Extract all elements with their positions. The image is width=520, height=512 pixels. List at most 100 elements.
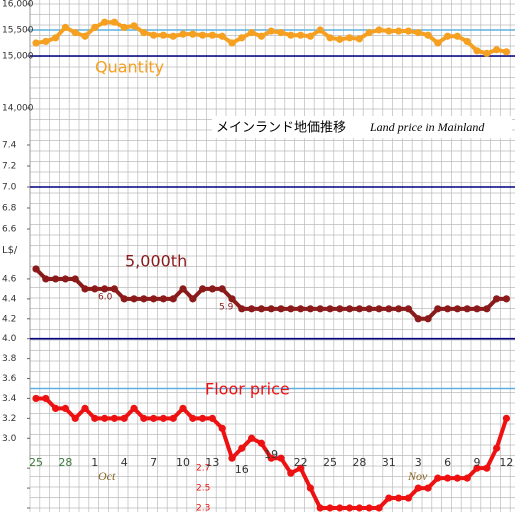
point <box>42 394 50 403</box>
point <box>150 295 158 303</box>
x-tick-label: 1 <box>91 456 98 469</box>
point <box>375 305 383 313</box>
x-tick-label: 7 <box>150 456 157 469</box>
point <box>414 315 422 323</box>
point <box>395 305 403 313</box>
point <box>238 305 246 313</box>
x-tick-label: 3 <box>415 456 422 469</box>
point <box>502 48 510 56</box>
point <box>199 285 207 293</box>
point <box>453 32 461 40</box>
point <box>502 295 510 303</box>
point <box>61 404 69 413</box>
point <box>140 295 148 303</box>
x-tick-label: 22 <box>294 456 308 469</box>
point <box>91 23 99 31</box>
point <box>375 504 383 512</box>
point <box>346 504 354 512</box>
point <box>101 18 109 26</box>
point <box>169 32 177 40</box>
point <box>130 404 138 413</box>
point <box>150 31 158 39</box>
y-tick-label: 2.5 <box>196 484 210 494</box>
point <box>277 28 285 37</box>
point <box>61 23 69 31</box>
point <box>316 26 324 34</box>
x-tick-label: 28 <box>352 456 366 469</box>
y-tick-label: 4.2 <box>2 314 16 324</box>
x-tick-label: 16 <box>235 463 249 476</box>
point <box>336 35 344 43</box>
month-label: Nov <box>407 469 428 483</box>
point <box>199 31 207 39</box>
point <box>110 18 118 26</box>
point <box>277 454 285 462</box>
point <box>248 305 256 313</box>
point <box>179 30 187 38</box>
point <box>110 414 118 422</box>
point <box>385 27 393 35</box>
point <box>414 484 422 492</box>
point <box>238 444 246 452</box>
point <box>52 275 60 283</box>
point <box>483 49 491 58</box>
x-tick-label: 25 <box>29 456 43 469</box>
series-line <box>35 20 507 56</box>
point <box>365 305 373 313</box>
point <box>375 26 383 34</box>
point <box>257 305 265 313</box>
point <box>101 285 109 293</box>
legend-label: Floor price <box>205 380 290 399</box>
point <box>306 484 314 492</box>
y-tick-label: 7.4 <box>2 141 17 151</box>
point <box>463 305 471 313</box>
point <box>493 46 501 54</box>
x-tick-label: 12 <box>499 456 513 469</box>
point <box>395 494 403 502</box>
point <box>297 31 305 39</box>
point <box>32 265 40 273</box>
annotation: 6.0 <box>98 293 113 303</box>
point <box>130 295 138 303</box>
point <box>385 305 393 313</box>
point <box>453 305 461 313</box>
y-tick-label: 3.8 <box>2 354 17 364</box>
point <box>453 474 461 482</box>
point <box>208 285 216 293</box>
point <box>336 504 344 512</box>
point <box>42 37 50 46</box>
x-tick-label: 28 <box>58 456 72 469</box>
point <box>365 504 373 512</box>
point <box>120 295 128 303</box>
y-tick-label: 15,500 <box>2 26 34 36</box>
point <box>444 32 452 40</box>
point <box>140 414 148 422</box>
point <box>81 285 89 293</box>
point <box>424 484 432 492</box>
point <box>42 275 50 283</box>
point <box>404 305 412 313</box>
point <box>81 32 89 40</box>
point <box>424 315 432 323</box>
y-tick-label: 14,000 <box>2 104 34 114</box>
y-tick-label: 3.0 <box>2 434 17 444</box>
point <box>434 39 442 47</box>
point <box>336 305 344 313</box>
point <box>228 39 236 47</box>
point <box>326 305 334 313</box>
y-tick-label: 15,000 <box>2 52 34 62</box>
point <box>267 27 275 35</box>
point <box>101 414 109 422</box>
title-background <box>212 116 512 138</box>
point <box>385 494 393 502</box>
point <box>159 414 167 422</box>
point <box>346 305 354 313</box>
point <box>287 469 295 477</box>
point <box>257 32 265 40</box>
month-label: Oct <box>98 469 116 483</box>
point <box>277 305 285 313</box>
y-tick-label: 7.2 <box>2 162 16 172</box>
point <box>189 30 197 38</box>
point <box>248 28 256 37</box>
